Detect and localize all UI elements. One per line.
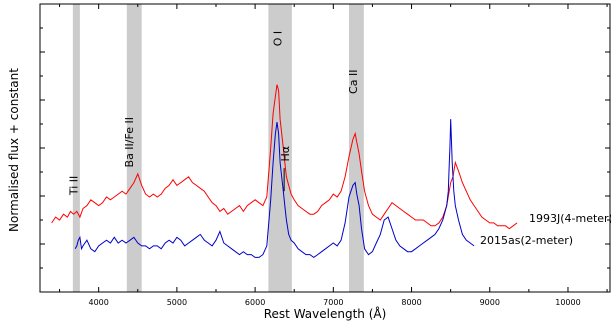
band-0 [72, 4, 80, 292]
series-label-1993j: 1993J(4-meter) [529, 212, 611, 225]
x-tick-label: 8000 [401, 298, 421, 307]
x-tick-label: 9000 [480, 298, 500, 307]
band-label-3: Ca II [347, 70, 360, 94]
x-tick-label: 6000 [245, 298, 265, 307]
annotation-0: Hα [279, 146, 292, 162]
band-label-0: Ti II [68, 176, 81, 196]
series-layer: Hα [51, 84, 518, 259]
band-1 [126, 4, 142, 292]
x-tick-label: 5000 [167, 298, 187, 307]
labels-layer: Rest Wavelength (Å) Normalised flux + co… [7, 68, 611, 321]
x-tick-label: 10000 [555, 298, 580, 307]
band-label-1: Ba II/Fe II [123, 117, 136, 167]
series-line-0 [51, 84, 518, 230]
band-label-2: O I [272, 31, 285, 46]
x-axis-title: Rest Wavelength (Å) [264, 306, 387, 321]
series-line-1 [74, 119, 475, 259]
ticks-layer: 4000 5000 6000 7000 8000 9000 10000 [40, 4, 610, 307]
y-axis-title: Normalised flux + constant [7, 68, 21, 232]
series-label-2015as: 2015as(2-meter) [480, 234, 573, 247]
x-tick-label: 4000 [88, 298, 108, 307]
bands-layer: Ti II Ba II/Fe II O I Ca II [68, 4, 364, 292]
x-tick-label: 7000 [323, 298, 343, 307]
